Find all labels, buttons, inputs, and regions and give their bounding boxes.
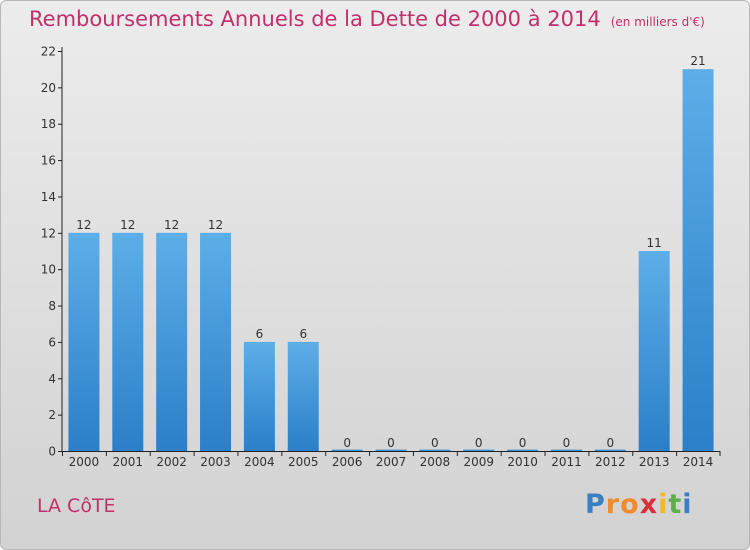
y-tick-label: 18 [41, 117, 56, 131]
y-tick-label: 8 [48, 299, 56, 313]
x-tick-label-2005: 2005 [288, 455, 319, 469]
bar-2010 [507, 449, 539, 451]
logo-letter: o [620, 489, 640, 520]
data-label-2005: 6 [299, 327, 307, 341]
data-label-2004: 6 [256, 327, 264, 341]
x-tick-label-2014: 2014 [683, 455, 714, 469]
data-label-2008: 0 [431, 436, 439, 450]
x-tick-label-2007: 2007 [376, 455, 407, 469]
data-label-2007: 0 [387, 436, 395, 450]
logo-letter: r [605, 489, 621, 520]
bar-2002 [156, 232, 188, 451]
logo-letter: P [585, 489, 606, 520]
logo-letter: t [668, 489, 683, 520]
x-tick-label-2008: 2008 [420, 455, 451, 469]
proxiti-logo: Proxiti [585, 489, 693, 520]
data-label-2011: 0 [563, 436, 571, 450]
x-tick-label-2013: 2013 [639, 455, 670, 469]
x-tick-label-2003: 2003 [200, 455, 231, 469]
data-label-2014: 21 [690, 54, 705, 68]
data-label-2013: 11 [647, 236, 662, 250]
data-label-2012: 0 [607, 436, 615, 450]
chart-axes: 0 2 4 6 8 10 12 14 16 18 20 22 2000 2001 2002 2003 2004 2… [41, 45, 721, 469]
bar-2013 [638, 251, 670, 451]
data-label-2009: 0 [475, 436, 483, 450]
bar-2005 [287, 341, 319, 451]
logo-letter: i [658, 489, 669, 520]
chart-data-labels: 12 12 12 12 6 6 0 0 0 0 0 0 0 11 21 [76, 54, 705, 450]
y-tick-label: 16 [41, 154, 56, 168]
y-tick-label: 4 [48, 372, 56, 386]
data-label-2002: 12 [164, 218, 179, 232]
x-tick-label-2001: 2001 [113, 455, 144, 469]
bar-2001 [112, 232, 144, 451]
commune-name: LA CôTE [37, 495, 116, 517]
y-tick-label: 0 [48, 445, 56, 459]
x-tick-label-2012: 2012 [595, 455, 626, 469]
x-tick-label-2004: 2004 [244, 455, 275, 469]
y-tick-label: 14 [41, 190, 56, 204]
data-label-2000: 12 [76, 218, 91, 232]
y-tick-label: 6 [48, 335, 56, 349]
data-label-2006: 0 [343, 436, 351, 450]
x-tick-label-2000: 2000 [69, 455, 100, 469]
y-tick-label: 22 [41, 45, 56, 59]
bar-2012 [594, 449, 626, 451]
logo-letter: i [682, 489, 693, 520]
bar-2008 [419, 449, 451, 451]
chart-bars [68, 69, 714, 451]
data-label-2001: 12 [120, 218, 135, 232]
y-tick-label: 20 [41, 81, 56, 95]
chart-unit: (en milliers d'€) [610, 15, 705, 29]
y-tick-label: 12 [41, 226, 56, 240]
x-tick-label-2006: 2006 [332, 455, 363, 469]
bar-2004 [243, 341, 275, 451]
bar-2014 [682, 69, 714, 451]
x-tick-label-2010: 2010 [507, 455, 538, 469]
bar-2006 [331, 449, 363, 451]
chart-title-text: Remboursements Annuels de la Dette de 20… [29, 7, 601, 31]
bar-2003 [200, 232, 232, 451]
bar-2009 [463, 449, 495, 451]
x-tick-label-2002: 2002 [156, 455, 187, 469]
y-tick-label: 2 [48, 408, 56, 422]
bar-2007 [375, 449, 407, 451]
data-label-2003: 12 [208, 218, 223, 232]
bar-2011 [550, 449, 582, 451]
logo-letter: x [639, 489, 659, 520]
y-tick-label: 10 [41, 263, 56, 277]
data-label-2010: 0 [519, 436, 527, 450]
x-tick-label-2011: 2011 [551, 455, 582, 469]
bar-2000 [68, 232, 100, 451]
x-tick-label-2009: 2009 [463, 455, 494, 469]
chart-title: Remboursements Annuels de la Dette de 20… [29, 7, 705, 31]
